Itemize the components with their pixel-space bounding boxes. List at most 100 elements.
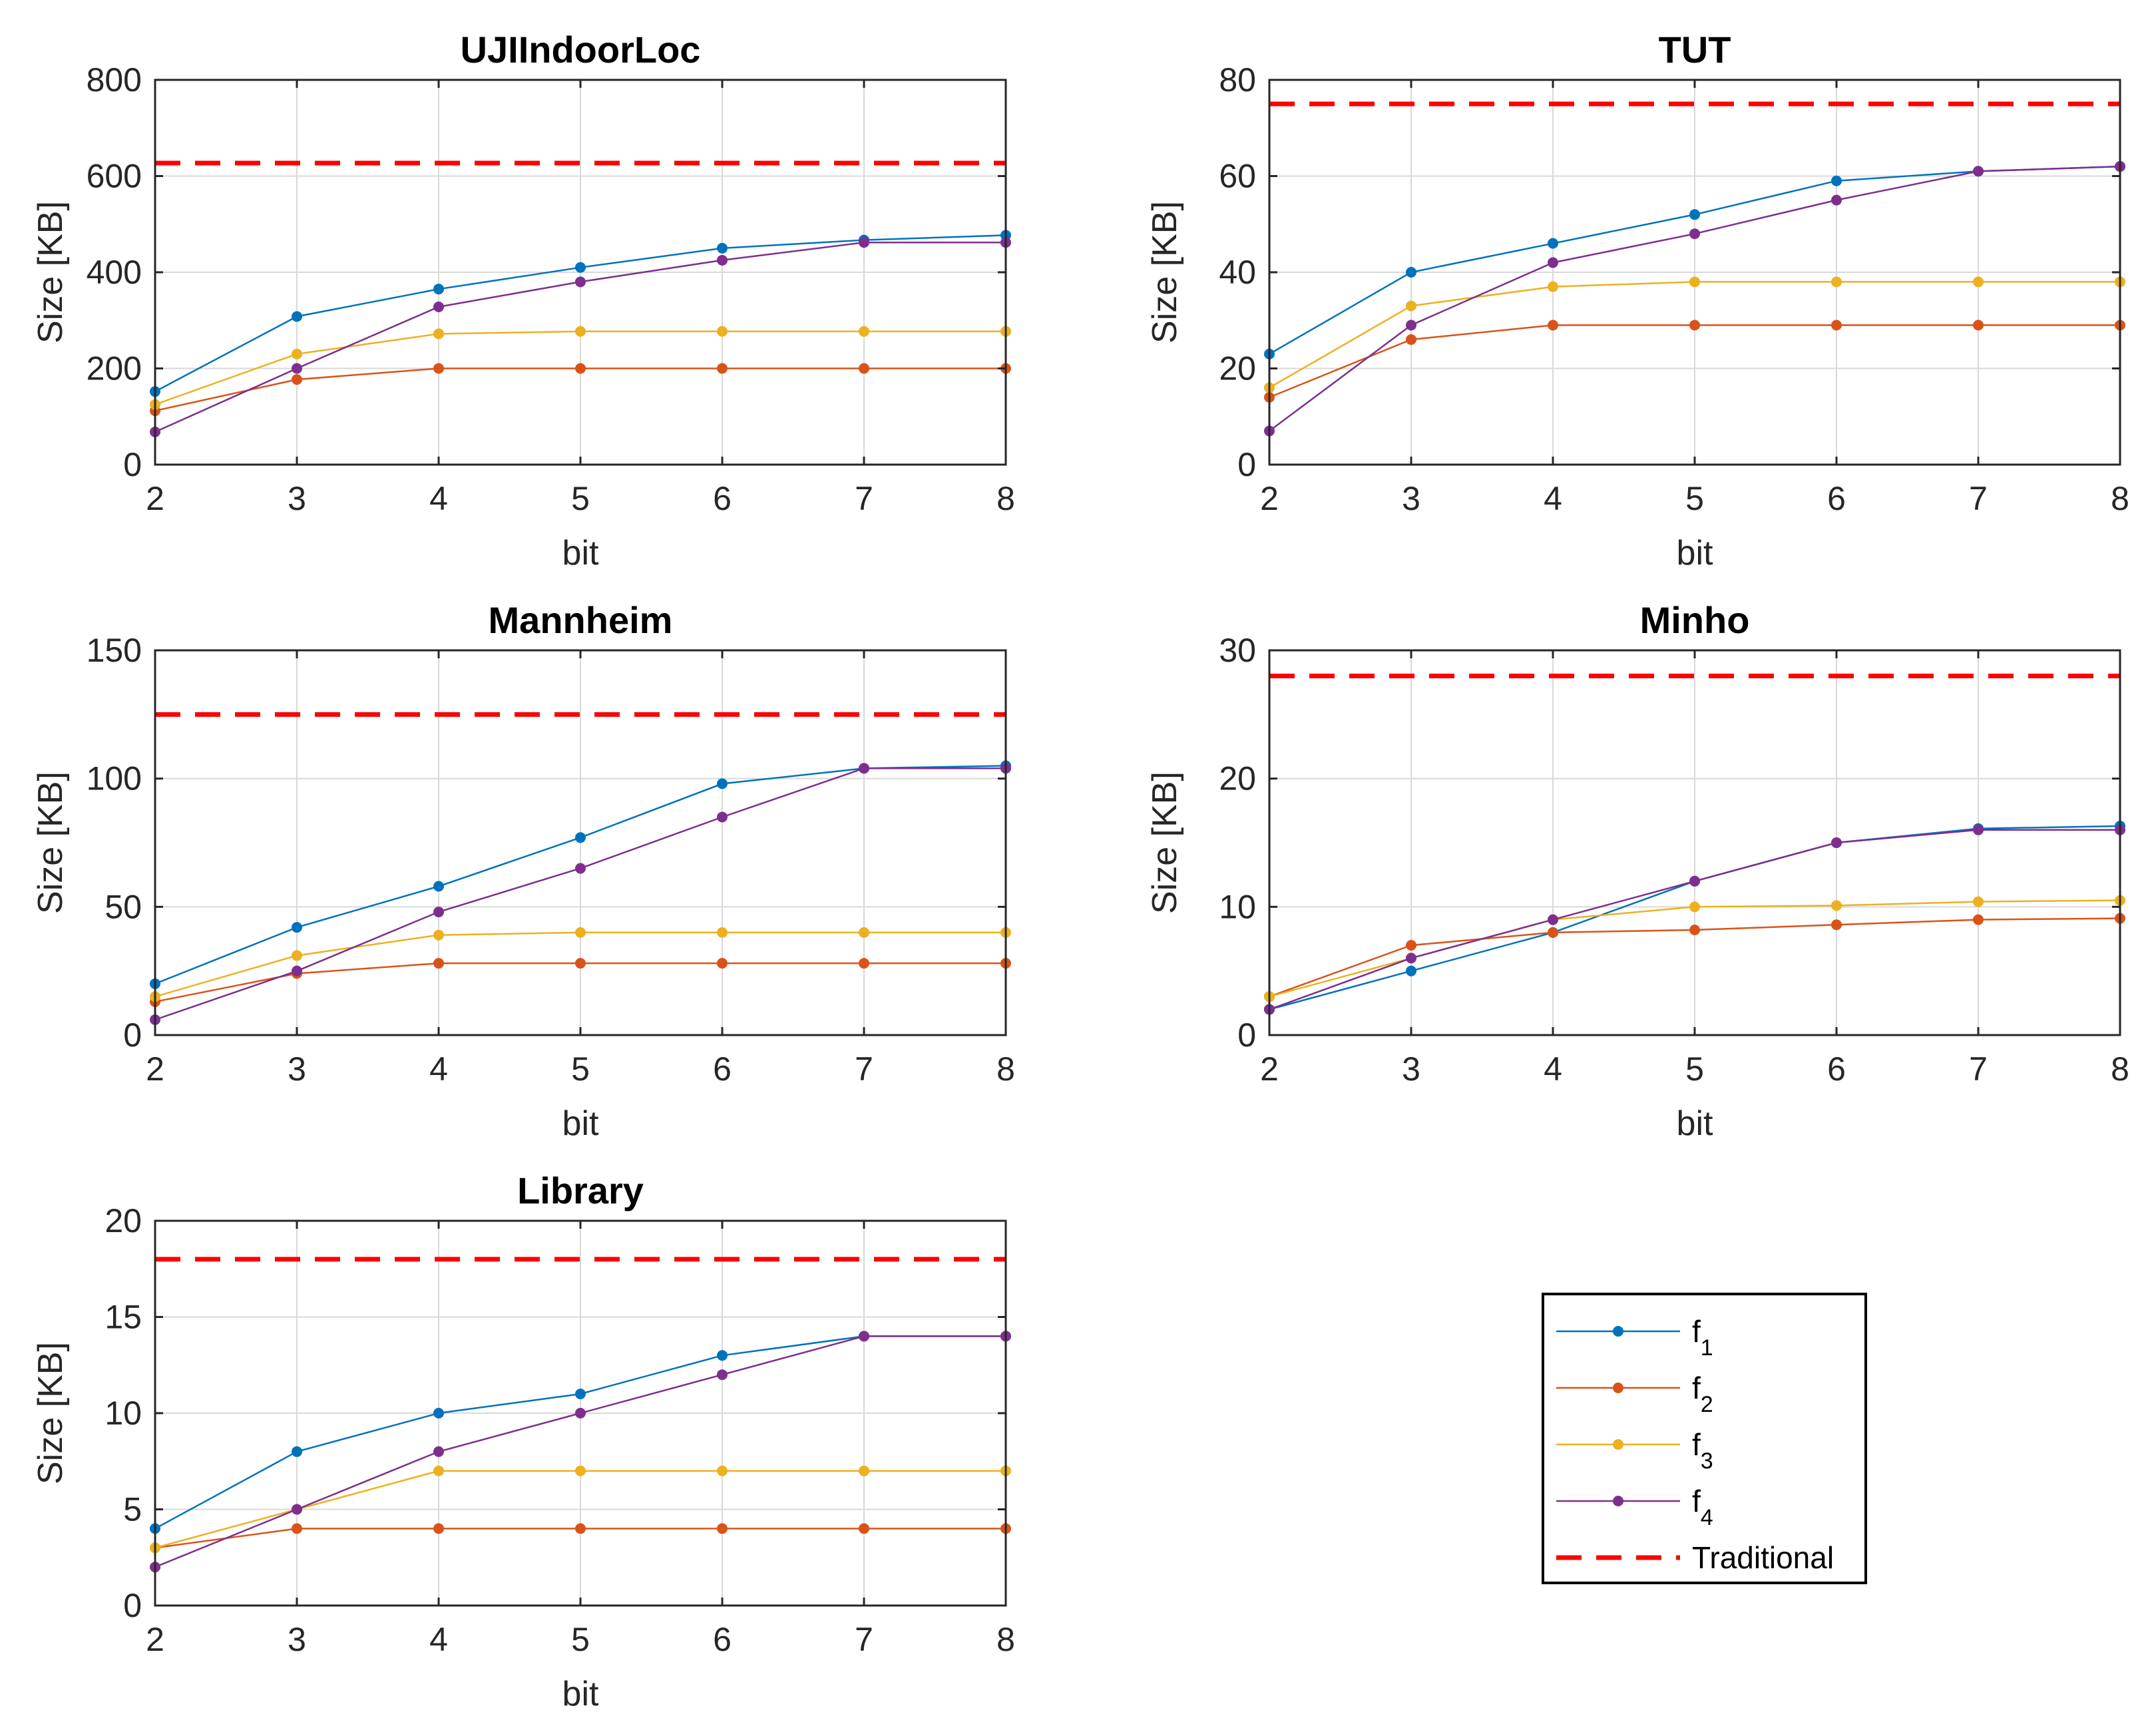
x-tick-label: 6 [1827,480,1846,517]
data-point-f4 [1831,194,1842,206]
data-point-f2 [433,363,444,374]
legend-item-4: Traditional [1556,1540,1834,1575]
x-tick-label: 3 [288,1621,306,1658]
data-point-f4 [433,302,444,313]
data-point-f1 [292,1446,302,1457]
legend-swatch-marker [1613,1496,1623,1506]
legend-item-0: f1 [1556,1314,1713,1361]
chart-panel-2: 2 3 4 5 6 7 8 0 50 100 150 Mannheim bit Size [KB] [31,599,1015,1143]
x-tick-label: 7 [855,1050,873,1088]
y-axis-label: Size [KB] [1146,771,1184,914]
chart-title: TUT [1659,29,1731,71]
data-point-f4 [859,1331,869,1342]
x-tick-label: 3 [1402,480,1420,517]
x-tick-label: 4 [429,1050,448,1088]
chart-panel-0: 2 3 4 5 6 7 8 0 200 400 600 800 UJIIndoorLoc bit Size … [31,29,1015,572]
data-point-f2 [717,958,728,969]
data-point-f2 [575,1523,586,1534]
data-point-f4 [1548,257,1558,268]
data-point-f1 [1689,209,1700,220]
y-tick-label: 20 [1219,350,1256,387]
x-tick-label: 3 [1402,1050,1420,1088]
y-tick-label: 100 [87,760,142,797]
data-point-f1 [292,922,302,933]
data-point-f1 [717,1350,728,1361]
legend-item-2: f3 [1556,1427,1713,1474]
data-point-f2 [859,1523,869,1534]
x-tick-label: 7 [855,480,873,517]
data-point-f3 [575,927,586,938]
data-point-f4 [717,254,728,266]
x-tick-label: 2 [146,1621,164,1658]
chart-panel-4: 2 3 4 5 6 7 8 0 5 10 15 20 Library bit Size [KB] [31,1170,1015,1713]
y-tick-label: 80 [1219,61,1256,99]
data-point-f4 [1973,824,1984,835]
data-point-f3 [1689,901,1700,913]
data-point-f4 [575,863,586,874]
series-f3 [150,326,1011,410]
x-tick-label: 6 [713,1621,732,1658]
y-axis-label: Size [KB] [31,201,70,343]
x-tick-label: 8 [996,1621,1015,1658]
y-tick-label: 60 [1219,158,1256,195]
chart-title: Minho [1640,599,1750,641]
x-tick-label: 4 [429,480,448,517]
series-f4 [150,763,1011,1025]
y-tick-label: 0 [123,1587,142,1624]
x-tick-label: 8 [2111,1050,2129,1088]
y-tick-label: 10 [105,1395,142,1432]
chart-title: Mannheim [489,599,673,641]
data-point-f4 [292,363,302,374]
x-axis-label: bit [562,1104,599,1143]
data-point-f4 [1973,166,1984,177]
series-f4 [1264,824,2125,1015]
legend-label: f4 [1692,1484,1713,1530]
x-tick-label: 6 [713,480,732,517]
y-tick-label: 0 [1237,446,1256,483]
data-point-f2 [1406,940,1416,951]
y-tick-label: 15 [105,1299,142,1336]
y-tick-label: 20 [1219,760,1256,797]
y-tick-label: 50 [105,888,142,925]
data-point-f1 [575,262,586,273]
y-tick-label: 30 [1219,632,1256,669]
legend-label: Traditional [1692,1540,1834,1575]
x-tick-label: 8 [2111,480,2129,517]
x-tick-label: 5 [571,1050,590,1088]
x-tick-label: 2 [146,1050,164,1088]
y-tick-label: 40 [1219,254,1256,291]
data-point-f3 [575,326,586,337]
data-point-f1 [1831,175,1842,186]
data-point-f3 [859,1465,869,1476]
data-point-f3 [717,326,728,337]
y-tick-label: 800 [87,61,142,99]
y-axis-label: Size [KB] [1146,201,1184,343]
chart-title: UJIIndoorLoc [461,29,701,71]
y-tick-label: 150 [87,632,142,669]
y-tick-label: 0 [123,1016,142,1054]
data-point-f3 [1689,276,1700,288]
data-point-f4 [575,276,586,288]
legend-label: f3 [1692,1427,1713,1474]
x-tick-label: 8 [996,480,1015,517]
data-point-f2 [292,374,302,385]
data-point-f2 [1689,925,1700,936]
data-point-f4 [433,907,444,918]
data-point-f4 [1689,228,1700,240]
series-f4 [1264,161,2125,437]
data-point-f2 [1548,320,1558,331]
y-tick-label: 10 [1219,888,1256,925]
data-point-f3 [1831,900,1842,911]
x-tick-label: 2 [146,480,164,517]
data-point-f3 [1548,281,1558,292]
data-point-f2 [1831,320,1842,331]
data-point-f4 [292,965,302,977]
data-point-f3 [1831,276,1842,288]
data-point-f3 [1406,300,1416,312]
data-point-f2 [433,1523,444,1534]
x-tick-label: 5 [571,1621,590,1658]
x-axis-label: bit [562,1675,599,1713]
legend-item-1: f2 [1556,1371,1713,1417]
